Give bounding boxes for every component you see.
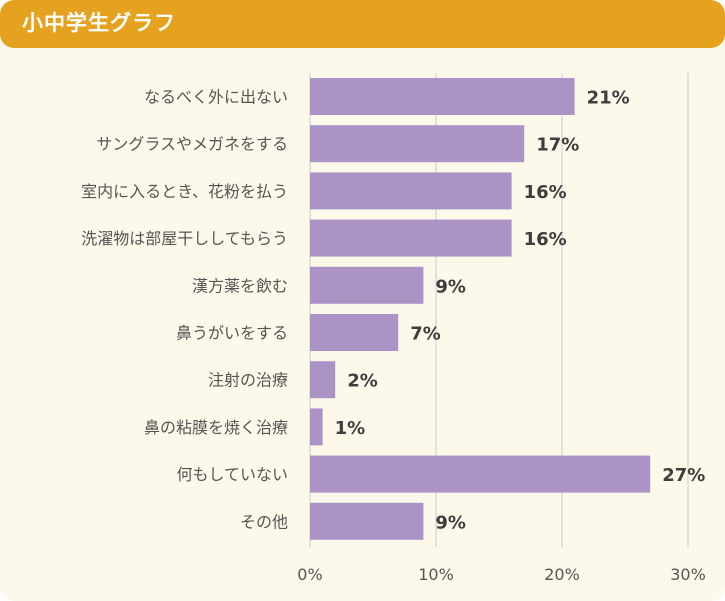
value-label: 7% <box>410 324 441 345</box>
value-label: 1% <box>335 418 366 439</box>
category-label: 何もしていない <box>176 465 288 484</box>
value-label: 16% <box>524 182 567 203</box>
chart-header: 小中学生グラフ <box>0 0 725 48</box>
category-label: 室内に入るとき、花粉を払う <box>81 182 288 201</box>
x-tick-label: 30% <box>670 565 706 584</box>
bar-7 <box>310 361 336 399</box>
bar-6 <box>310 314 399 351</box>
bar-10 <box>310 502 424 540</box>
value-label: 9% <box>435 276 466 297</box>
category-label: なるべく外に出ない <box>144 88 288 107</box>
bar-9 <box>310 455 651 493</box>
category-label: 鼻の粘膜を焼く治療 <box>144 418 288 437</box>
value-label: 21% <box>587 88 630 109</box>
category-label: その他 <box>240 512 288 531</box>
chart-title: 小中学生グラフ <box>22 11 176 35</box>
x-tick-label: 10% <box>418 565 454 584</box>
category-label: 漢方薬を飲む <box>192 276 288 295</box>
category-label: 鼻うがいをする <box>176 324 288 343</box>
bar-1 <box>310 78 575 115</box>
bar-5 <box>310 266 424 304</box>
value-label: 17% <box>536 135 579 156</box>
value-label: 9% <box>435 512 466 533</box>
bar-8 <box>310 408 323 446</box>
category-label: 洗濯物は部屋干ししてもらう <box>81 229 288 248</box>
bar-2 <box>310 125 525 163</box>
value-label: 27% <box>662 465 705 486</box>
category-label: サングラスやメガネをする <box>96 135 288 154</box>
x-tick-label: 20% <box>544 565 580 584</box>
value-label: 16% <box>524 229 567 250</box>
x-tick-label: 0% <box>297 565 322 584</box>
bar-4 <box>310 219 512 257</box>
bar-3 <box>310 172 512 210</box>
value-label: 2% <box>347 371 378 392</box>
category-label: 注射の治療 <box>208 371 288 390</box>
